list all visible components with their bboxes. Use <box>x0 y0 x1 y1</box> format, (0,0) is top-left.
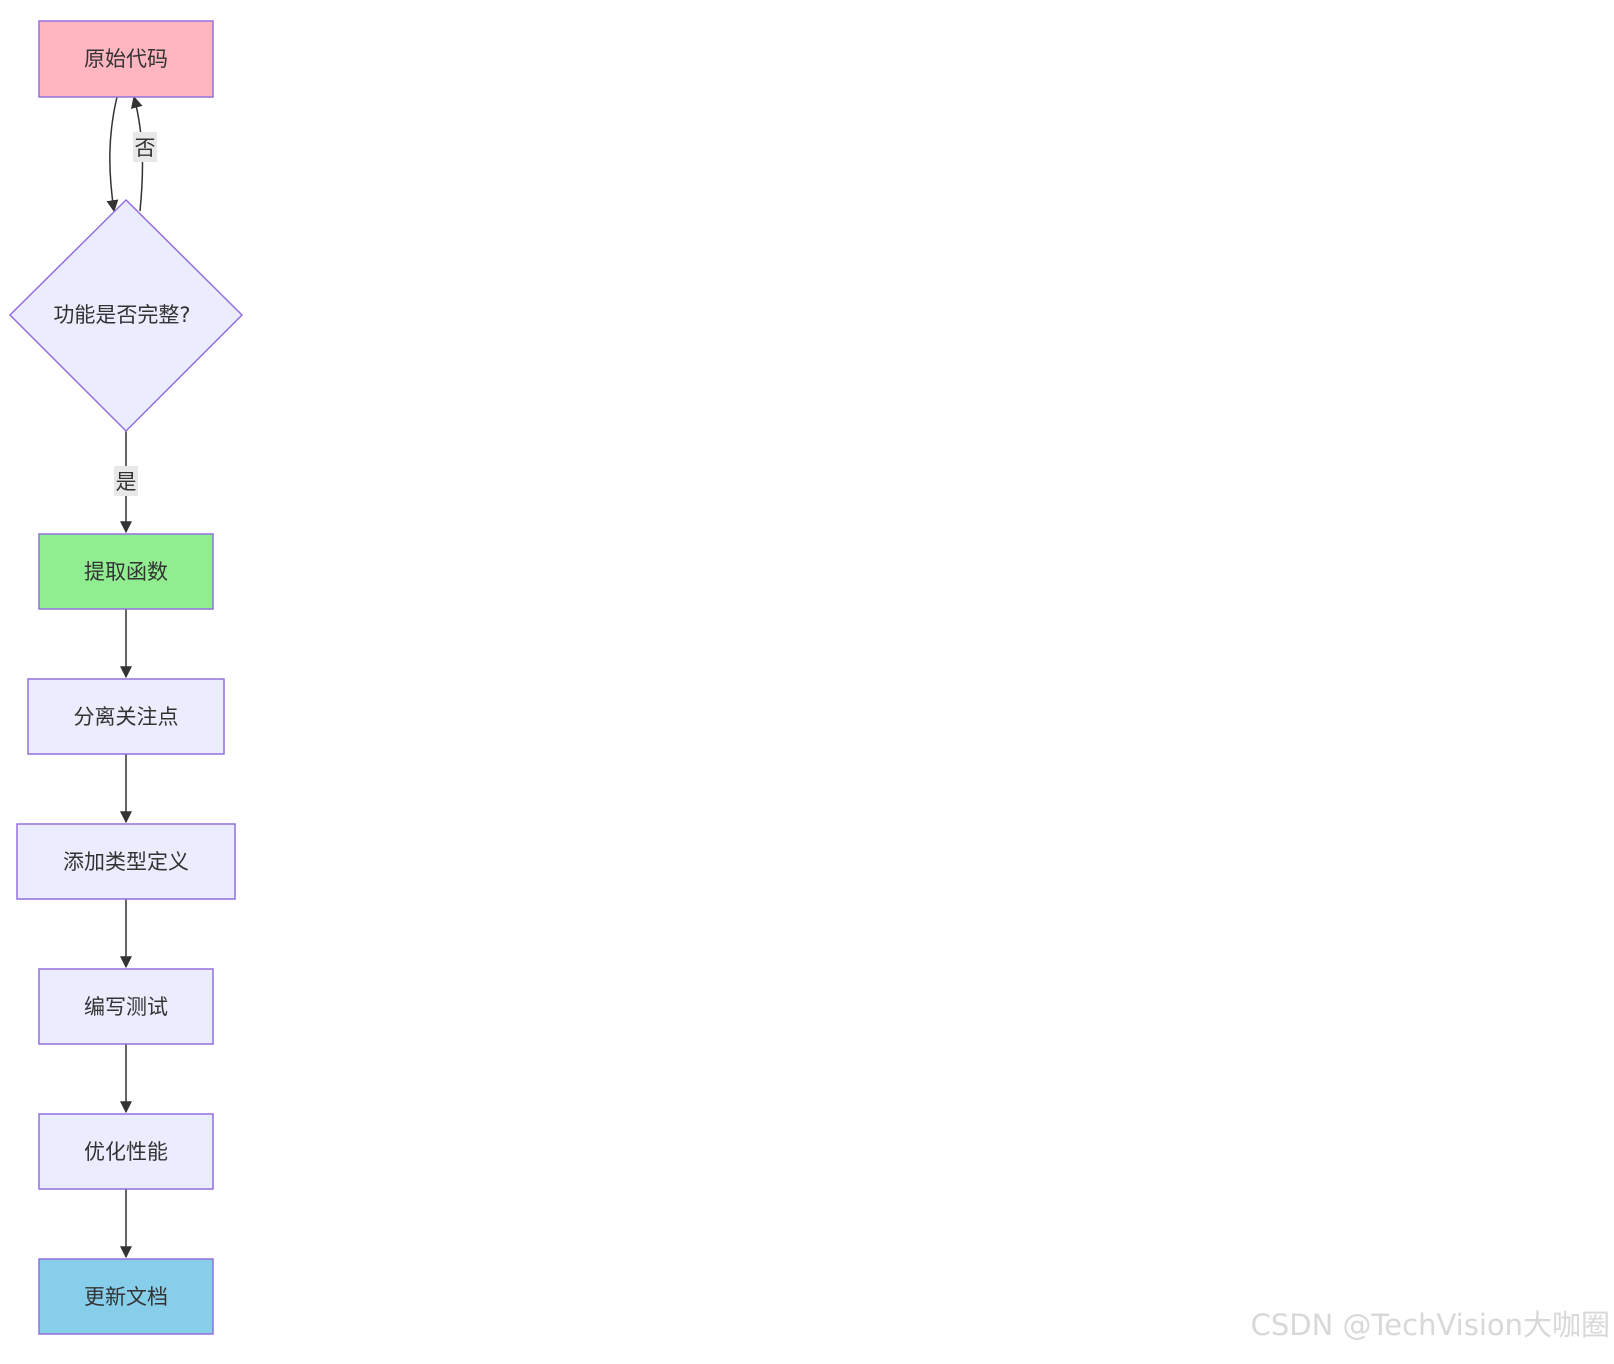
node-write-tests-box <box>38 968 214 1045</box>
edge-label-yes-bg <box>114 466 138 496</box>
edge-label-no: 否 <box>133 132 157 162</box>
node-decision: 功能是否完整? <box>8 198 244 433</box>
node-original-code-box <box>38 20 214 98</box>
node-separate-concerns: 分离关注点 <box>27 678 225 755</box>
node-optimize-performance: 优化性能 <box>38 1113 214 1190</box>
node-optimize-performance-label: 优化性能 <box>84 1140 168 1164</box>
node-update-docs-label: 更新文档 <box>84 1285 168 1309</box>
node-original-code: 原始代码 <box>38 20 214 98</box>
node-original-code-label: 原始代码 <box>84 47 168 71</box>
node-update-docs-box <box>38 1258 214 1335</box>
node-optimize-performance-box <box>38 1113 214 1190</box>
node-separate-concerns-label: 分离关注点 <box>74 705 179 729</box>
node-extract-function: 提取函数 <box>38 533 214 610</box>
edge-label-yes-text: 是 <box>116 470 137 494</box>
watermark: CSDN @TechVision大咖圈 <box>1250 1308 1610 1342</box>
node-write-tests-label: 编写测试 <box>84 995 168 1019</box>
node-extract-function-box <box>38 533 214 610</box>
edge-label-yes: 是 <box>114 466 138 496</box>
node-add-types-label: 添加类型定义 <box>63 850 189 874</box>
node-extract-function-label: 提取函数 <box>84 560 168 584</box>
edge-label-no-text: 否 <box>135 136 156 160</box>
edge-original-to-decision <box>106 96 119 213</box>
node-decision-label: 功能是否完整? <box>53 303 190 327</box>
node-add-types: 添加类型定义 <box>16 823 236 900</box>
node-update-docs: 更新文档 <box>38 1258 214 1335</box>
node-decision-diamond <box>8 198 244 433</box>
edge-label-no-bg <box>133 132 157 162</box>
node-add-types-box <box>16 823 236 900</box>
node-separate-concerns-box <box>27 678 225 755</box>
node-write-tests: 编写测试 <box>38 968 214 1045</box>
